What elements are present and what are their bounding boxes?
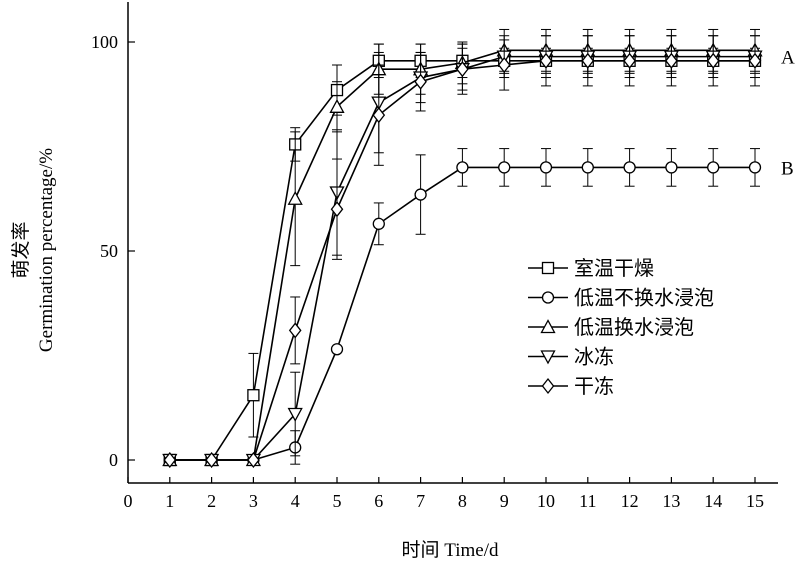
data-point xyxy=(623,52,636,69)
legend-label: 冰冻 xyxy=(574,345,614,369)
data-point xyxy=(707,161,720,174)
data-point xyxy=(205,451,218,469)
legend-item: 低温换水浸泡 xyxy=(528,315,694,339)
legend-marker xyxy=(541,291,555,304)
y-tick-label: 100 xyxy=(91,32,118,52)
x-tick-label: 12 xyxy=(621,491,639,511)
data-point xyxy=(163,451,177,469)
x-tick-label: 8 xyxy=(458,491,467,511)
plot-frame xyxy=(127,2,778,484)
data-point xyxy=(247,451,260,469)
x-tick-label: 14 xyxy=(704,491,722,511)
data-point xyxy=(581,52,595,69)
legend-label: 低温不换水浸泡 xyxy=(574,286,714,310)
series-group-label: B xyxy=(781,158,794,179)
data-point xyxy=(539,52,553,69)
x-tick-label: 0 xyxy=(124,491,133,511)
data-point xyxy=(665,161,678,174)
data-point xyxy=(414,188,427,201)
x-axis-title: 时间 Time/d xyxy=(402,539,499,561)
x-tick-label: 15 xyxy=(746,491,764,511)
y-axis: 0 50 100 xyxy=(91,32,135,470)
data-point xyxy=(665,52,678,69)
x-tick-label: 7 xyxy=(416,491,425,511)
data-point xyxy=(372,107,386,124)
legend-item: 低温不换水浸泡 xyxy=(528,286,714,310)
y-axis-title-cn: 萌发率 xyxy=(10,221,32,278)
data-point xyxy=(330,343,344,356)
data-point xyxy=(287,407,303,422)
data-point xyxy=(581,161,594,174)
x-tick-label: 4 xyxy=(291,491,300,511)
legend-marker xyxy=(541,261,555,275)
data-point xyxy=(287,190,303,205)
y-tick-label: 50 xyxy=(100,241,118,261)
data-point xyxy=(456,61,469,78)
x-tick-label: 10 xyxy=(537,491,555,511)
data-point xyxy=(539,161,553,174)
legend-marker xyxy=(540,350,556,365)
data-point xyxy=(247,389,260,402)
series-1 xyxy=(163,43,762,467)
legend-label: 低温换水浸泡 xyxy=(574,315,694,339)
legend-item: 室温干燥 xyxy=(528,256,654,280)
data-point xyxy=(330,201,344,218)
annotation-layer: AB xyxy=(781,48,795,180)
x-tick-label: 3 xyxy=(249,491,258,511)
data-point xyxy=(414,73,427,90)
data-point xyxy=(372,217,385,230)
data-point xyxy=(456,161,469,174)
y-tick-label: 0 xyxy=(109,450,118,470)
series-5 xyxy=(163,35,762,469)
data-point xyxy=(288,322,302,339)
x-axis: 0 1 2 3 4 5 6 7 8 9 10 11 12 13 14 15 xyxy=(124,477,764,511)
legend-label: 干冻 xyxy=(574,374,614,398)
series-group-label: A xyxy=(781,48,795,69)
legend-marker xyxy=(540,319,556,334)
x-tick-label: 13 xyxy=(662,491,680,511)
legend-label: 室温干燥 xyxy=(574,256,654,280)
x-tick-label: 2 xyxy=(207,491,216,511)
series-layer xyxy=(162,28,763,469)
data-point xyxy=(706,52,720,69)
x-tick-label: 5 xyxy=(333,491,342,511)
data-point xyxy=(329,98,345,113)
x-tick-label: 11 xyxy=(579,491,596,511)
x-tick-label: 9 xyxy=(500,491,509,511)
data-point xyxy=(497,56,511,74)
y-axis-title-en: Germination percentage/% xyxy=(36,148,57,352)
data-point xyxy=(748,161,762,174)
data-point xyxy=(498,161,511,174)
data-point xyxy=(748,52,762,69)
x-tick-label: 1 xyxy=(165,491,174,511)
legend-marker xyxy=(541,377,555,395)
legend-item: 干冻 xyxy=(528,374,614,398)
series-line xyxy=(169,166,755,461)
data-point xyxy=(623,161,636,174)
legend-item: 冰冻 xyxy=(528,345,614,369)
x-tick-label: 6 xyxy=(374,491,383,511)
